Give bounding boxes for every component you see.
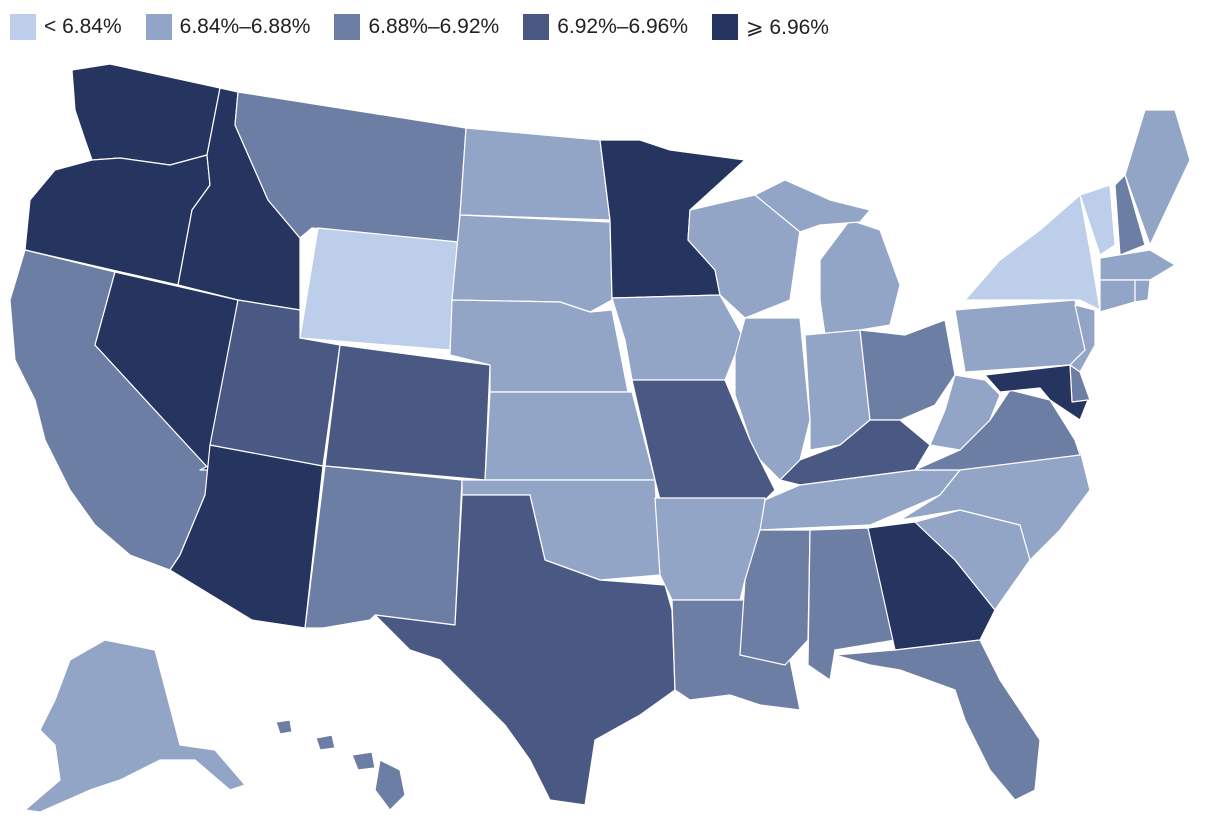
state-ME bbox=[1124, 109, 1191, 246]
legend-label: 6.84%–6.88% bbox=[179, 15, 311, 38]
legend-item: < 6.84% bbox=[10, 14, 122, 40]
state-SD bbox=[451, 214, 613, 313]
state-HI-2 bbox=[351, 751, 376, 771]
state-FL bbox=[834, 639, 1041, 801]
legend-item: 6.84%–6.88% bbox=[145, 14, 311, 40]
state-HI-1 bbox=[374, 759, 406, 811]
state-AK bbox=[24, 639, 246, 813]
state-PA bbox=[954, 299, 1086, 373]
legend-swatch bbox=[10, 14, 36, 40]
legend-swatch bbox=[523, 14, 550, 40]
legend-swatch bbox=[334, 14, 361, 40]
state-ND bbox=[459, 127, 611, 221]
state-MD bbox=[984, 364, 1089, 421]
state-WY bbox=[299, 227, 459, 351]
legend-label: < 6.84% bbox=[44, 15, 122, 38]
legend-label: 6.92%–6.96% bbox=[557, 15, 688, 38]
state-CT bbox=[1099, 279, 1136, 313]
state-WA bbox=[71, 63, 221, 166]
legend-item: 6.92%–6.96% bbox=[523, 14, 688, 40]
legend-item: ⩾ 6.96% bbox=[712, 14, 829, 40]
state-OH bbox=[859, 319, 956, 421]
state-IL bbox=[734, 317, 811, 481]
state-MI bbox=[819, 219, 901, 336]
state-MO bbox=[631, 379, 776, 501]
state-NM bbox=[304, 465, 463, 629]
state-WV bbox=[929, 374, 1001, 451]
legend-label: ⩾ 6.96% bbox=[746, 15, 829, 39]
state-NY bbox=[964, 194, 1101, 311]
state-HI-3 bbox=[315, 734, 336, 751]
state-CO bbox=[324, 344, 491, 481]
state-IA bbox=[611, 294, 746, 381]
legend-item: 6.88%–6.92% bbox=[334, 14, 499, 40]
legend: < 6.84% 6.84%–6.88% 6.88%–6.92% 6.92%–6.… bbox=[10, 10, 829, 44]
legend-swatch bbox=[712, 14, 738, 40]
state-MA bbox=[1099, 249, 1176, 281]
legend-swatch bbox=[145, 14, 172, 40]
legend-label: 6.88%–6.92% bbox=[368, 15, 500, 38]
state-NC bbox=[899, 449, 1091, 561]
state-TX bbox=[374, 494, 676, 806]
state-KS bbox=[484, 391, 656, 481]
state-NH bbox=[1114, 174, 1146, 256]
state-HI-4 bbox=[275, 719, 293, 735]
state-RI bbox=[1134, 279, 1151, 303]
state-AZ bbox=[169, 444, 324, 629]
state-MI-UP bbox=[754, 179, 871, 233]
state-VT bbox=[1079, 184, 1116, 256]
